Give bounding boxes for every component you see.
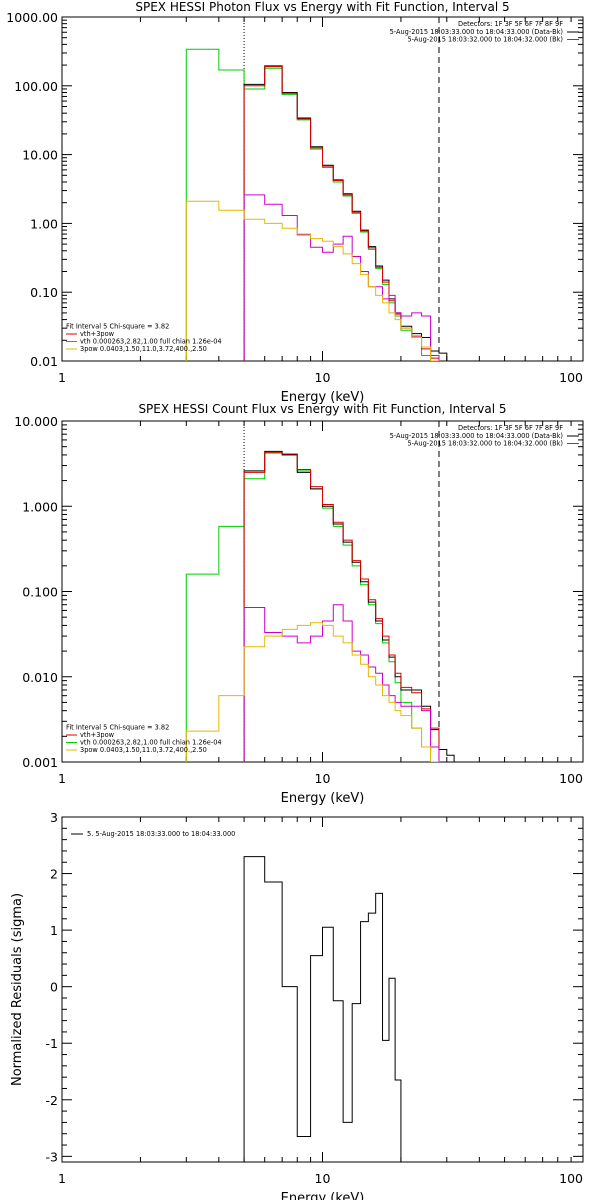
series-vth-3pow: [243, 66, 440, 361]
legend-header: Detectors: 1F 3F 5F 6F 7F 8F 9F: [458, 424, 563, 432]
legend-entry: 5-Aug-2015 18:03:32.000 to 18:04:32.000 …: [407, 440, 563, 448]
fit-info-line: vth 0.000263,2.82,1.00 full chian 1.26e-…: [80, 338, 222, 346]
x-tick-label: 10: [315, 771, 331, 786]
y-tick-label: 1: [50, 923, 58, 938]
y-tick-label: 1.00: [30, 216, 58, 231]
x-ticks: [61, 817, 572, 1162]
series-vth: [185, 452, 440, 762]
series-group: [243, 856, 402, 1162]
y-tick-label: 3: [50, 810, 58, 825]
x-tick-label: 1: [58, 370, 66, 385]
x-tick-label: 1: [58, 771, 66, 786]
plot-frame: [61, 816, 584, 1163]
legend-entry: 5. 5-Aug-2015 18:03:33.000 to 18:04:33.0…: [87, 830, 235, 838]
x-tick-label: 100: [559, 771, 583, 786]
series-bk: [243, 194, 440, 361]
x-tick-label: 10: [315, 370, 331, 385]
y-tick-label: 1.000: [22, 499, 58, 514]
plot-frame: [61, 420, 584, 763]
series-5-5-aug-2015-18-03-33-000-to-18-04-33-00: [243, 856, 402, 1162]
x-axis-label: Energy (keV): [281, 791, 365, 806]
x-axis-label: Energy (keV): [281, 390, 365, 405]
y-tick-label: -2: [46, 1093, 58, 1108]
y-tick-label: -3: [46, 1149, 58, 1164]
fit-info-line: vth+3pow: [80, 731, 115, 739]
panel-3: 1 10 100 -3 -2 -1 0 1 2 3 Energy (keV) Normalized R…: [10, 810, 584, 1200]
y-axis-label: Normalized Residuals (sigma): [10, 893, 25, 1086]
fit-info-line: 3pow 0.0403,1.50,11.0,3.72,400.,2.50: [80, 746, 207, 754]
series-data-bk: [243, 65, 448, 361]
x-tick-label: 100: [559, 1171, 583, 1186]
x-axis-label: Energy (keV): [281, 1191, 365, 1200]
series-3pow: [185, 622, 440, 762]
y-tick-label: -1: [46, 1036, 58, 1051]
y-ticks: [62, 816, 583, 1157]
y-tick-label: 1000.00: [6, 10, 58, 25]
legend-entry: 5-Aug-2015 18:03:32.000 to 18:04:32.000 …: [407, 36, 563, 44]
series-group: [185, 48, 448, 361]
y-ticks: [62, 16, 583, 362]
legend-header: Detectors: 1F 3F 5F 6F 7F 8F 9F: [458, 20, 563, 28]
x-ticks: [61, 421, 572, 762]
y-tick-label: 0: [50, 980, 58, 995]
y-tick-label: 0.01: [30, 354, 58, 369]
chart-title: SPEX HESSI Photon Flux vs Energy with Fi…: [135, 0, 509, 14]
series-vth: [185, 48, 440, 361]
y-tick-label: 0.10: [30, 285, 58, 300]
y-ticks: [62, 420, 583, 763]
series-bk: [243, 604, 440, 762]
y-tick-label: 0.100: [22, 585, 58, 600]
y-tick-label: 100.00: [14, 79, 58, 94]
series-group: [185, 450, 462, 762]
x-tick-label: 1: [58, 1171, 66, 1186]
panel-1: SPEX HESSI Photon Flux vs Energy with Fi…: [6, 0, 584, 405]
fit-info-line: vth+3pow: [80, 330, 115, 338]
fit-info-line: vth 0.000263,2.82,1.00 full chian 1.26e-…: [80, 739, 222, 747]
series-vth-3pow: [243, 451, 440, 762]
series-3pow: [185, 200, 440, 361]
y-tick-label: 2: [50, 867, 58, 882]
fit-info-line: Fit Interval 5 Chi-square = 3.82: [66, 323, 169, 331]
plot-frame: [61, 16, 584, 362]
fit-info-line: 3pow 0.0403,1.50,11.0,3.72,400.,2.50: [80, 345, 207, 353]
y-tick-label: 0.001: [22, 755, 58, 770]
y-tick-label: 10.00: [22, 148, 58, 163]
x-tick-label: 10: [315, 1171, 331, 1186]
legend-entry: 5-Aug-2015 18:03:33.000 to 18:04:33.000 …: [390, 432, 563, 440]
legend-entry: 5-Aug-2015 18:03:33.000 to 18:04:33.000 …: [390, 28, 563, 36]
x-tick-label: 100: [559, 370, 583, 385]
chart-title: SPEX HESSI Count Flux vs Energy with Fit…: [138, 402, 506, 416]
y-tick-label: 10.000: [14, 414, 58, 429]
y-tick-label: 0.010: [22, 670, 58, 685]
fit-info-line: Fit Interval 5 Chi-square = 3.82: [66, 724, 169, 732]
panel-2: SPEX HESSI Count Flux vs Energy with Fit…: [14, 402, 584, 806]
x-ticks: [61, 17, 572, 361]
